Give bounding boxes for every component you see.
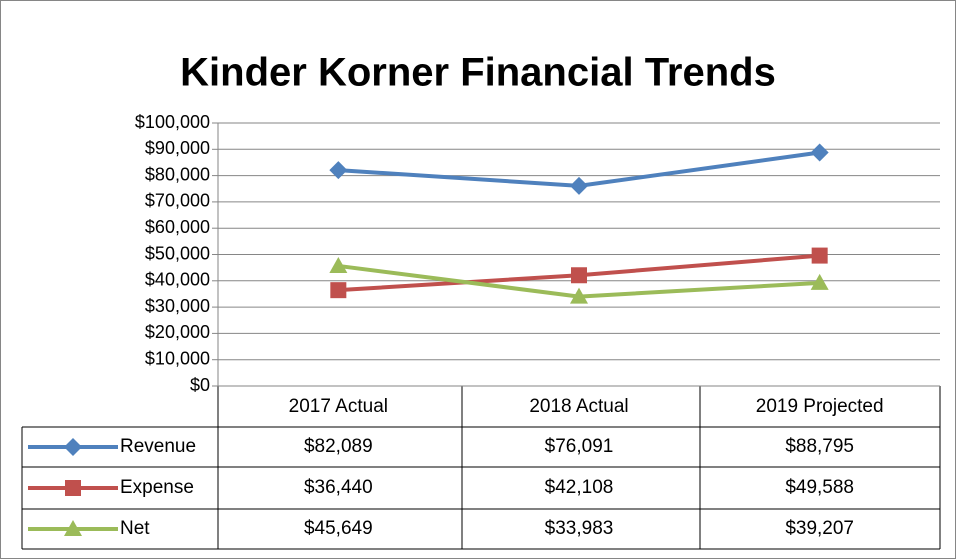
y-tick-label: $10,000 [145,348,210,368]
table-value: $88,795 [785,436,854,457]
marker [810,143,829,162]
x-tick-label: 2017 Actual [289,396,388,417]
y-tick-label: $50,000 [145,243,210,263]
table-value: $45,649 [304,518,373,539]
y-tick-label: $100,000 [135,112,210,132]
table-value: $82,089 [304,436,373,457]
marker [329,161,348,180]
marker [329,256,348,273]
table-value: $42,108 [545,477,614,498]
y-tick-label: $30,000 [145,296,210,316]
table-value: $36,440 [304,477,373,498]
table-value: $33,983 [545,518,614,539]
y-tick-label: $40,000 [145,270,210,290]
marker [570,287,588,304]
y-tick-label: $70,000 [145,191,210,211]
marker [570,176,588,195]
y-tick-label: $20,000 [145,322,210,342]
x-tick-label: 2018 Actual [529,396,628,417]
x-tick-label: 2019 Projected [756,396,884,417]
table-value: $49,588 [785,477,854,498]
legend-label: Expense [120,477,194,498]
marker [65,480,81,496]
legend-label: Net [120,518,150,539]
y-tick-label: $90,000 [145,138,210,158]
marker [571,267,587,284]
chart-title: Kinder Korner Financial Trends [180,51,776,95]
y-tick-label: $80,000 [145,164,210,184]
marker [64,520,82,536]
marker [811,247,828,264]
marker [330,282,347,299]
y-tick-label: $60,000 [145,217,210,237]
y-tick-label: $0 [190,375,210,395]
marker [64,438,82,456]
table-value: $39,207 [785,518,854,539]
legend-label: Revenue [120,436,196,457]
data-table-borders [21,386,941,550]
marker [810,273,829,290]
table-value: $76,091 [545,436,614,457]
